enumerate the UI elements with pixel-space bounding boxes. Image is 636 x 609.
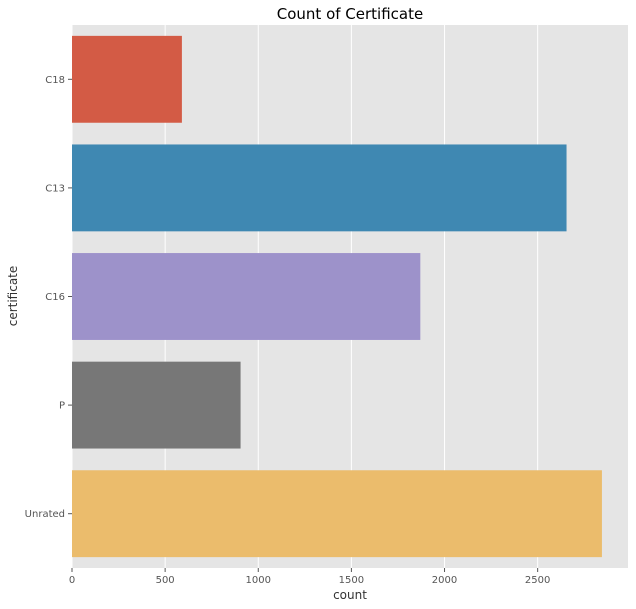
x-tick-label: 500 xyxy=(156,575,175,586)
bar-layer xyxy=(72,35,602,558)
bar-c13 xyxy=(72,144,567,232)
y-axis-label: certificate xyxy=(6,266,20,327)
bar-c16 xyxy=(72,253,421,340)
bar-p xyxy=(72,361,241,449)
y-tick-label: P xyxy=(59,401,65,412)
y-tick-label: C18 xyxy=(45,75,65,86)
x-tick-label: 2000 xyxy=(432,575,457,586)
bar-unrated xyxy=(72,470,602,558)
x-tick-label: 0 xyxy=(69,575,75,586)
y-ticks: C18 C13 C16 P Unrated xyxy=(25,75,72,520)
y-tick-label: C16 xyxy=(45,292,65,303)
chart-title: Count of Certificate xyxy=(277,5,423,23)
bar-c18 xyxy=(72,35,182,123)
x-tick-label: 2500 xyxy=(525,575,550,586)
y-tick-label: Unrated xyxy=(25,509,65,520)
x-ticks: 0 500 1000 1500 2000 2500 xyxy=(69,568,550,586)
x-tick-label: 1000 xyxy=(246,575,271,586)
y-tick-label: C13 xyxy=(45,183,65,194)
x-axis-label: count xyxy=(333,588,367,602)
x-tick-label: 1500 xyxy=(339,575,364,586)
